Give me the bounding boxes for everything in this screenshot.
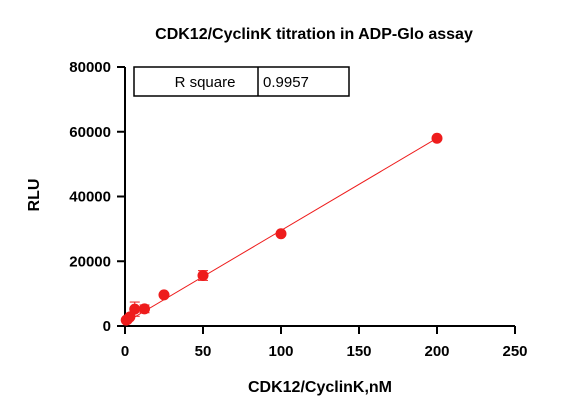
x-axis: 0 50 100 150 200 250: [121, 325, 528, 360]
x-tick-label: 250: [502, 343, 527, 360]
x-tick-label: 0: [121, 343, 129, 360]
x-tick-label: 100: [268, 343, 293, 360]
y-axis: 0 20000 40000 60000 80000: [69, 59, 126, 335]
data-point: [275, 228, 287, 240]
y-tick-label: 40000: [69, 189, 111, 206]
y-tick-label: 0: [103, 318, 111, 335]
data-point: [129, 303, 141, 315]
x-axis-label: CDK12/CyclinK,nM: [248, 379, 392, 396]
y-axis-label: RLU: [26, 179, 43, 212]
x-tick-label: 200: [424, 343, 449, 360]
stats-table-label: R square: [175, 74, 236, 91]
y-tick-label: 60000: [69, 124, 111, 141]
stats-table: R square 0.9957: [133, 66, 350, 97]
stats-table-border: [133, 66, 350, 97]
data-point: [158, 289, 170, 301]
x-tick-label: 150: [346, 343, 371, 360]
y-tick-label: 80000: [69, 59, 111, 76]
x-tick-label: 50: [195, 343, 212, 360]
data-point: [139, 303, 150, 315]
chart-title: CDK12/CyclinK titration in ADP-Glo assay: [155, 26, 473, 43]
data-points: [120, 132, 443, 326]
data-point: [431, 132, 443, 144]
stats-table-value: 0.9957: [263, 74, 309, 91]
data-point: [197, 269, 209, 281]
y-tick-label: 20000: [69, 253, 111, 270]
